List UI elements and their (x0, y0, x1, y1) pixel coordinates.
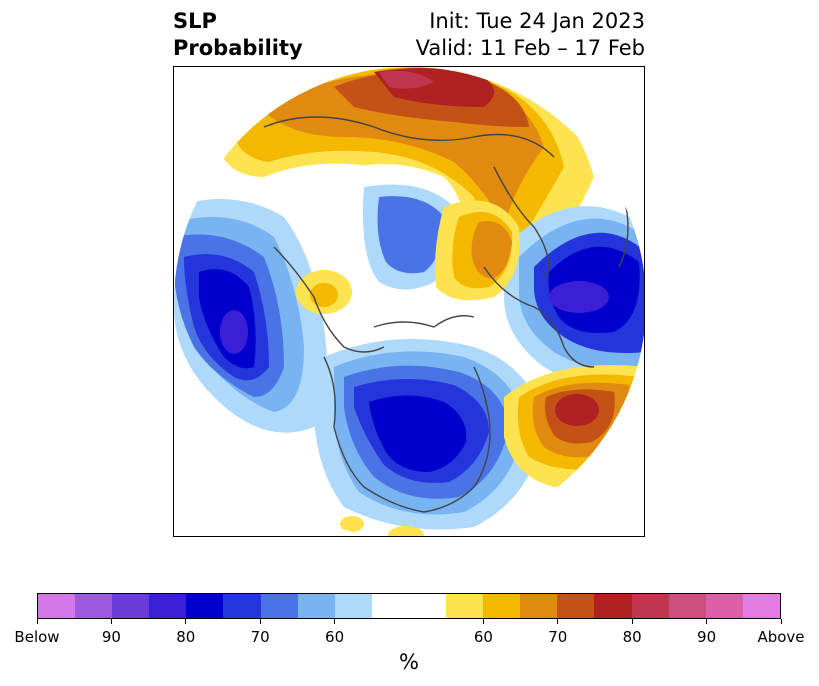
below-field-namerica-90 (369, 395, 467, 472)
colorbar-tick-label: Above (757, 628, 805, 646)
valid-dates: Valid: 11 Feb – 17 Feb (415, 36, 645, 60)
colorbar-tick-label: 80 (176, 628, 196, 646)
title-product: Probability (173, 36, 303, 60)
colorbar (37, 593, 781, 619)
below-field-arctic-70 (377, 196, 444, 274)
colorbar-tick (631, 619, 633, 624)
colorbar-tick (706, 619, 708, 624)
colorbar-above-segment (668, 594, 706, 618)
colorbar-below-segment (334, 594, 372, 618)
colorbar-tick-label: 60 (473, 628, 493, 646)
title-variable: SLP (173, 9, 217, 33)
colorbar-above-segment (594, 594, 632, 618)
above-field-north-95 (379, 70, 434, 89)
colorbar-above-segment (483, 594, 521, 618)
colorbar-tick-label: 70 (548, 628, 568, 646)
colorbar-tick-label: 60 (325, 628, 345, 646)
colorbar-above-segment (557, 594, 595, 618)
below-field-eurasia-core (549, 281, 609, 313)
colorbar-tick (557, 619, 559, 624)
colorbar-tick-label: 90 (697, 628, 717, 646)
colorbar-tick (482, 619, 484, 624)
above-field-atlantic-90 (555, 394, 599, 426)
colorbar-below-segment (112, 594, 150, 618)
below-field-pacific-core (220, 310, 248, 354)
colorbar-above-segment (705, 594, 743, 618)
colorbar-tick (334, 619, 336, 624)
colorbar-above-segment (742, 594, 780, 618)
colorbar-below-segment (260, 594, 298, 618)
colorbar-tick-label: 80 (622, 628, 642, 646)
polar-projection-map (174, 67, 644, 536)
above-field-south-2 (388, 526, 424, 536)
colorbar-neutral-segment (371, 594, 447, 618)
above-field-siberia-70 (471, 221, 512, 279)
colorbar-below-segment (297, 594, 335, 618)
above-field-south-1 (340, 516, 364, 532)
colorbar-below-segment (75, 594, 113, 618)
probability-fields (174, 67, 644, 536)
colorbar-below-segment (223, 594, 261, 618)
colorbar-tick (36, 619, 38, 624)
colorbar-below-segment (38, 594, 76, 618)
colorbar-above-segment (631, 594, 669, 618)
colorbar-above-segment (446, 594, 484, 618)
colorbar-tick-label: 70 (250, 628, 270, 646)
colorbar-tick (185, 619, 187, 624)
probability-map (173, 66, 645, 537)
colorbar-tick (110, 619, 112, 624)
colorbar-units: % (399, 650, 419, 674)
init-date: Init: Tue 24 Jan 2023 (429, 9, 645, 33)
colorbar-tick (259, 619, 261, 624)
colorbar-tick (780, 619, 782, 624)
colorbar-below-segment (186, 594, 224, 618)
colorbar-below-segment (149, 594, 187, 618)
colorbar-tick-label: 90 (101, 628, 121, 646)
colorbar-above-segment (520, 594, 558, 618)
map-dates: Init: Tue 24 Jan 2023 Valid: 11 Feb – 17… (416, 8, 645, 62)
colorbar-tick-label: Below (14, 628, 60, 646)
above-field-alaska-60 (310, 283, 338, 307)
map-title: SLP Probability (173, 8, 303, 62)
